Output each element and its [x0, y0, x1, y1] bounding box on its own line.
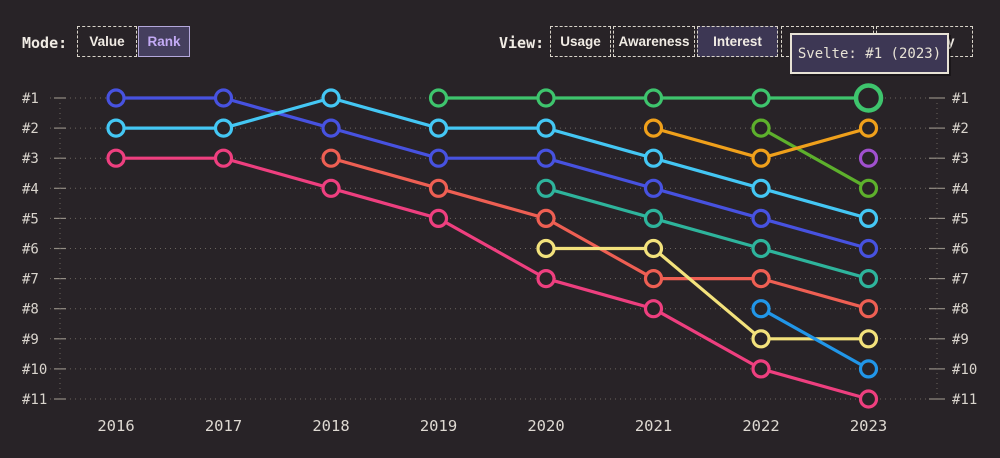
year-label: 2020	[527, 417, 564, 435]
right-rank-label: #4	[952, 181, 969, 197]
year-label: 2022	[742, 417, 779, 435]
series-line-grass-green	[759, 126, 871, 190]
data-point-cyan[interactable]	[643, 148, 664, 168]
series-line-indigo	[114, 96, 871, 251]
view-button-usage[interactable]: Usage	[550, 26, 611, 57]
data-point-teal[interactable]	[536, 178, 556, 198]
data-point-azure[interactable]	[858, 359, 879, 379]
data-point-pink[interactable]	[536, 269, 556, 289]
left-rank-label: #3	[22, 151, 39, 167]
series-line-azure	[759, 307, 871, 371]
data-point-indigo[interactable]	[751, 208, 771, 228]
left-rank-label: #10	[22, 362, 47, 378]
right-rank-label: #1	[952, 91, 969, 107]
right-rank-label: #10	[952, 362, 977, 378]
right-rank-label: #7	[952, 272, 969, 288]
data-point-cyan[interactable]	[321, 88, 341, 108]
data-point-pink[interactable]	[428, 208, 449, 228]
data-point-yellow[interactable]	[536, 238, 556, 259]
year-label: 2023	[850, 417, 887, 435]
left-rank-label: #9	[22, 332, 39, 348]
data-point-cyan[interactable]	[213, 118, 234, 138]
data-point-pink[interactable]	[751, 359, 771, 379]
view-label: View:	[499, 34, 545, 52]
data-point-indigo[interactable]	[106, 88, 126, 108]
left-rank-label: #5	[22, 211, 39, 227]
data-point-svelte-green[interactable]	[536, 88, 556, 108]
view-button-awareness[interactable]: Awareness	[613, 26, 695, 57]
data-point-cyan[interactable]	[858, 208, 879, 228]
data-point-salmon[interactable]	[643, 269, 664, 289]
year-label: 2021	[635, 417, 672, 435]
series-line-pink	[114, 156, 871, 401]
mode-label: Mode:	[22, 34, 68, 52]
right-rank-label: #3	[952, 151, 969, 167]
right-rank-label: #8	[952, 302, 969, 318]
mode-button-value[interactable]: Value	[77, 26, 137, 57]
data-point-svelte-green[interactable]	[751, 88, 771, 108]
tooltip: Svelte: #1 (2023)	[790, 33, 949, 74]
data-point-amber[interactable]	[751, 148, 771, 168]
data-point-salmon[interactable]	[536, 208, 556, 228]
data-point-salmon[interactable]	[751, 269, 771, 289]
mode-button-rank[interactable]: Rank	[138, 26, 190, 57]
data-point-teal[interactable]	[643, 208, 664, 228]
data-point-pink[interactable]	[106, 148, 126, 168]
data-point-cyan[interactable]	[106, 118, 126, 138]
data-point-pink[interactable]	[643, 299, 664, 319]
data-point-cyan[interactable]	[751, 178, 771, 198]
data-point-svelte-green[interactable]	[428, 88, 449, 108]
data-point-pink[interactable]	[858, 389, 879, 409]
right-rank-label: #9	[952, 332, 969, 348]
data-point-yellow[interactable]	[751, 329, 771, 349]
data-point-indigo[interactable]	[858, 238, 879, 259]
data-point-grass-green[interactable]	[751, 118, 771, 138]
data-point-cyan[interactable]	[428, 118, 449, 138]
right-rank-label: #11	[952, 392, 977, 408]
left-rank-label: #11	[22, 392, 47, 408]
data-point-cyan[interactable]	[536, 118, 556, 138]
data-point-amber[interactable]	[643, 118, 664, 138]
data-point-indigo[interactable]	[213, 88, 234, 108]
year-label: 2016	[97, 417, 134, 435]
data-point-azure[interactable]	[751, 299, 771, 319]
left-rank-label: #4	[22, 181, 39, 197]
left-rank-label: #8	[22, 302, 39, 318]
data-point-yellow[interactable]	[858, 329, 879, 349]
year-label: 2018	[312, 417, 349, 435]
left-rank-label: #6	[22, 242, 39, 258]
left-rank-label: #2	[22, 121, 39, 137]
series-line-salmon	[329, 156, 871, 311]
data-point-indigo[interactable]	[536, 148, 556, 168]
data-point-pink[interactable]	[213, 148, 234, 168]
data-point-yellow[interactable]	[643, 238, 664, 259]
data-point-salmon[interactable]	[321, 148, 341, 168]
data-point-amber[interactable]	[858, 118, 879, 138]
data-point-indigo[interactable]	[321, 118, 341, 138]
data-point-salmon[interactable]	[428, 178, 449, 198]
right-rank-label: #5	[952, 211, 969, 227]
data-point-svelte-green[interactable]	[643, 88, 664, 108]
data-point-salmon[interactable]	[858, 299, 879, 319]
series-line-cyan	[114, 96, 871, 220]
data-point-highlighted-svelte-green[interactable]	[853, 83, 884, 113]
view-button-interest[interactable]: Interest	[697, 26, 778, 57]
year-label: 2019	[420, 417, 457, 435]
right-rank-label: #6	[952, 242, 969, 258]
series-line-teal	[544, 186, 871, 281]
data-point-indigo[interactable]	[428, 148, 449, 168]
data-point-teal[interactable]	[751, 238, 771, 259]
tooltip-text: Svelte: #1 (2023)	[797, 45, 942, 62]
data-point-teal[interactable]	[858, 269, 879, 289]
data-point-purple[interactable]	[858, 148, 879, 168]
data-point-grass-green[interactable]	[858, 178, 879, 198]
year-label: 2017	[205, 417, 242, 435]
data-point-pink[interactable]	[321, 178, 341, 198]
data-point-indigo[interactable]	[643, 178, 664, 198]
left-rank-label: #7	[22, 272, 39, 288]
right-rank-label: #2	[952, 121, 969, 137]
left-rank-label: #1	[22, 91, 39, 107]
